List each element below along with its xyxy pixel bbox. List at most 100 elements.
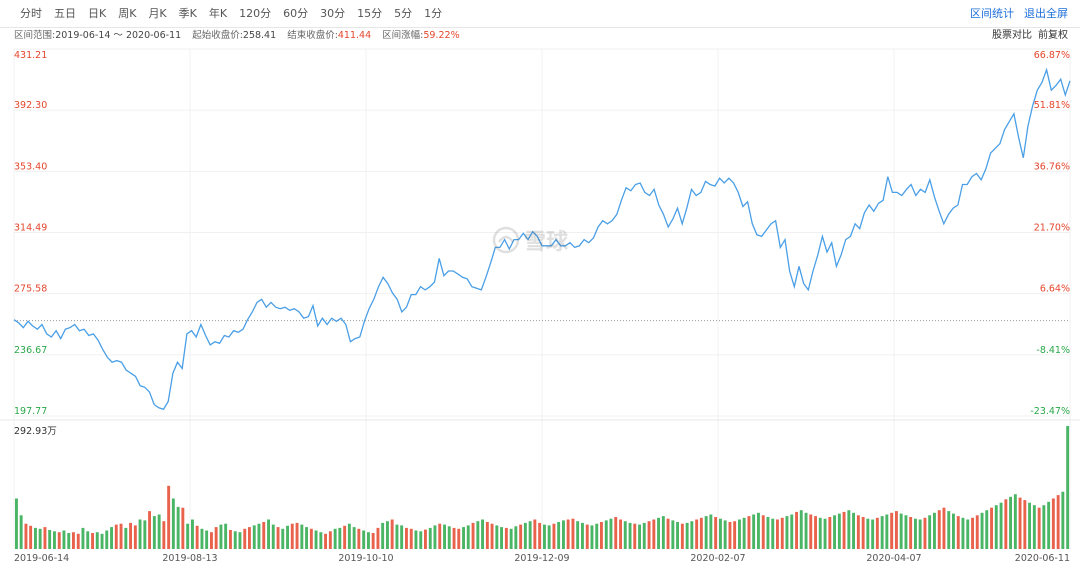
volume-bar bbox=[719, 518, 722, 549]
volume-bar bbox=[95, 532, 99, 549]
volume-bar bbox=[67, 533, 71, 549]
volume-bar bbox=[1061, 491, 1065, 549]
volume-bar bbox=[928, 515, 932, 549]
volume-bar bbox=[595, 523, 599, 549]
period-tab-7[interactable]: 120分 bbox=[239, 7, 272, 20]
volume-bar bbox=[200, 528, 204, 549]
volume-bar bbox=[576, 521, 580, 549]
volume-bar bbox=[557, 522, 561, 549]
volume-bar bbox=[747, 516, 751, 549]
period-toolbar: 分时 五日 日K 周K 月K 季K 年K 120分 60分 30分 15分 5分 1分 区间统计 退出全屏 bbox=[0, 0, 1080, 28]
date-tick-label: 2019-08-13 bbox=[162, 553, 217, 564]
volume-bar bbox=[295, 522, 299, 549]
period-tab-8[interactable]: 60分 bbox=[283, 7, 309, 20]
volume-bar bbox=[72, 532, 75, 549]
change-label: 区间涨幅: bbox=[382, 30, 424, 41]
volume-bar bbox=[543, 524, 546, 549]
price-tick-label: 353.40 bbox=[14, 161, 47, 172]
volume-bar bbox=[57, 532, 61, 549]
period-tab-11[interactable]: 5分 bbox=[394, 7, 413, 20]
volume-bar bbox=[81, 527, 85, 549]
volume-bar bbox=[485, 522, 489, 549]
volume-bar bbox=[899, 513, 903, 549]
snowball-logo-icon bbox=[492, 226, 520, 254]
period-tab-4[interactable]: 月K bbox=[148, 7, 167, 20]
period-tab-6[interactable]: 年K bbox=[208, 7, 228, 20]
volume-bar bbox=[933, 512, 936, 549]
period-tab-3[interactable]: 周K bbox=[118, 7, 137, 20]
volume-bar bbox=[34, 527, 37, 549]
volume-bar bbox=[205, 530, 209, 549]
date-tick-label: 2019-10-10 bbox=[338, 553, 393, 564]
range-stats-button[interactable]: 区间统计 bbox=[970, 7, 1014, 20]
volume-bar bbox=[771, 518, 775, 549]
volume-bar bbox=[571, 518, 575, 549]
exit-fullscreen-button[interactable]: 退出全屏 bbox=[1024, 7, 1068, 20]
percent-tick-label: 21.70% bbox=[1034, 223, 1070, 234]
period-tab-12[interactable]: 1分 bbox=[424, 7, 443, 20]
volume-bar bbox=[347, 523, 351, 549]
volume-bar bbox=[990, 507, 993, 549]
volume-bar bbox=[148, 511, 151, 549]
volume-bar bbox=[999, 502, 1003, 549]
volume-bar bbox=[657, 517, 660, 549]
volume-bar bbox=[766, 517, 770, 549]
period-tab-1[interactable]: 五日 bbox=[54, 7, 76, 20]
volume-bar bbox=[923, 517, 927, 549]
volume-bar bbox=[343, 525, 347, 549]
volume-bar bbox=[428, 527, 432, 549]
volume-bar bbox=[276, 527, 280, 549]
volume-bar bbox=[328, 531, 332, 549]
percent-tick-label: -8.41% bbox=[1036, 345, 1070, 356]
percent-tick-label: 6.64% bbox=[1040, 284, 1070, 295]
volume-bar bbox=[43, 527, 47, 549]
volume-bar bbox=[642, 522, 646, 549]
volume-bar bbox=[24, 523, 28, 549]
volume-bar bbox=[333, 528, 337, 549]
volume-bar bbox=[1047, 501, 1051, 549]
volume-bar bbox=[861, 517, 865, 549]
volume-bar bbox=[371, 533, 375, 549]
volume-bar bbox=[500, 527, 503, 549]
volume-bar bbox=[19, 515, 23, 549]
volume-bar bbox=[433, 525, 437, 549]
volume-bar bbox=[114, 524, 118, 549]
volume-bar bbox=[186, 523, 190, 549]
volume-bar bbox=[1004, 499, 1008, 549]
volume-bar bbox=[937, 510, 941, 549]
volume-bar bbox=[100, 533, 104, 549]
volume-bar bbox=[1018, 497, 1022, 549]
volume-bar bbox=[400, 525, 404, 549]
stock-compare-button[interactable]: 股票对比 bbox=[992, 30, 1032, 41]
volume-bar bbox=[704, 516, 708, 549]
period-tab-9[interactable]: 30分 bbox=[320, 7, 346, 20]
volume-bar bbox=[985, 510, 989, 549]
volume-bar bbox=[181, 507, 185, 549]
volume-bar bbox=[581, 522, 584, 549]
volume-bar bbox=[290, 523, 294, 549]
volume-bar bbox=[62, 530, 66, 549]
volume-bar bbox=[1013, 494, 1017, 549]
volume-bar bbox=[324, 533, 327, 549]
volume-bar bbox=[890, 512, 894, 549]
volume-bar bbox=[914, 518, 917, 549]
volume-bar bbox=[110, 527, 113, 549]
period-tab-10[interactable]: 15分 bbox=[357, 7, 383, 20]
volume-bar bbox=[661, 516, 665, 549]
volume-bar bbox=[452, 527, 456, 549]
watermark-text: 雪球 bbox=[524, 230, 569, 255]
volume-bar bbox=[828, 517, 832, 549]
volume-bar bbox=[847, 510, 851, 549]
volume-bar bbox=[699, 517, 703, 549]
volume-bar bbox=[405, 527, 408, 549]
adjust-mode-button[interactable]: 前复权 bbox=[1038, 30, 1068, 41]
volume-bar bbox=[143, 520, 147, 549]
watermark-logo: 雪球 bbox=[492, 224, 568, 256]
volume-bar bbox=[462, 527, 465, 549]
period-tab-2[interactable]: 日K bbox=[88, 7, 107, 20]
period-tab-5[interactable]: 季K bbox=[178, 7, 197, 20]
period-tab-0[interactable]: 分时 bbox=[20, 7, 42, 20]
volume-bar bbox=[918, 519, 922, 549]
volume-bar bbox=[129, 522, 132, 549]
volume-bar bbox=[980, 512, 984, 549]
